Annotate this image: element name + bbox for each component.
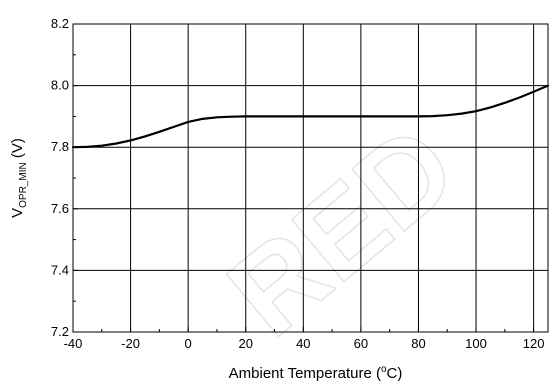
x-tick-label-7: 100 [465,336,487,351]
series-line-0 [71,84,550,149]
x-tick-label-1: -20 [121,336,140,351]
x-axis-title-degree: o [381,364,387,375]
y-tick-label-3: 7.8 [51,139,69,154]
x-tick-label-4: 40 [296,336,310,351]
y-axis-title-subscript: OPR_MIN [18,162,29,208]
x-tick-label-6: 80 [411,336,425,351]
x-tick-labels: -40 -20 0 20 40 60 80 100 120 [64,336,545,351]
y-tick-label-0: 7.2 [51,324,69,339]
plot-frame [72,23,549,333]
x-tick-label-8: 120 [523,336,545,351]
y-tick-label-1: 7.4 [51,262,69,277]
y-axis-title: VOPR_MIN (V) [9,138,29,218]
y-tick-label-5: 8.2 [51,16,69,31]
y-axis-title-main: V [9,208,26,218]
y-axis-title-unit: (V) [9,138,26,162]
y-tick-labels: 7.2 7.4 7.6 7.8 8.0 8.2 [51,16,69,339]
x-axis-title: Ambient Temperature (oC) [229,364,403,382]
y-tick-label-4: 8.0 [51,78,69,93]
x-tick-label-0: -40 [64,336,83,351]
y-tick-label-2: 7.6 [51,201,69,216]
x-axis-title-main: Ambient Temperature ( [229,365,381,382]
x-tick-label-2: 0 [185,336,192,351]
series-layer [71,84,550,149]
x-tick-label-5: 60 [354,336,368,351]
x-tick-label-3: 20 [238,336,252,351]
x-axis-title-unit: C) [387,365,403,382]
